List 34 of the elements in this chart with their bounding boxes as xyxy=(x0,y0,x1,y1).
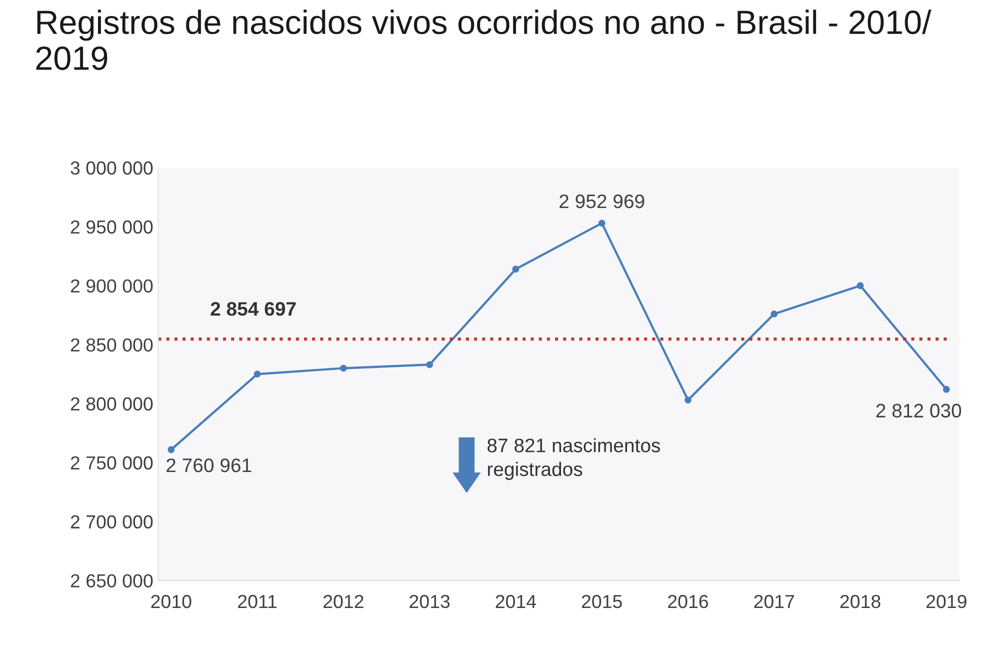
point xyxy=(684,396,692,404)
x-tick-label: 2017 xyxy=(754,594,794,608)
data-label: 2 812 030 xyxy=(876,404,962,418)
x-tick-label: 2010 xyxy=(151,594,192,608)
x-tick-label: 2016 xyxy=(668,594,708,608)
x-tick-label: 2018 xyxy=(840,594,880,608)
point xyxy=(512,266,520,273)
y-tick-label: 2 700 000 xyxy=(70,515,153,529)
x-tick-label: 2014 xyxy=(496,594,536,608)
point xyxy=(168,446,175,454)
point xyxy=(770,310,778,318)
point xyxy=(340,364,347,372)
x-tick-label: 2019 xyxy=(926,594,966,608)
data-label: 2 760 961 xyxy=(166,458,252,472)
x-tick-label: 2013 xyxy=(410,594,450,608)
point xyxy=(426,361,434,368)
y-tick-label: 2 850 000 xyxy=(70,338,153,352)
point xyxy=(856,282,864,290)
x-tick-label: 2011 xyxy=(238,594,277,608)
point xyxy=(942,386,950,393)
ref-line-label: 2 854 697 xyxy=(210,302,296,316)
y-tick-label: 2 950 000 xyxy=(70,220,153,234)
chart-title: Registros de nascidos vivos ocorridos no ano - Brasil - 2010/ 2019 xyxy=(36,10,932,70)
x-tick-label: 2012 xyxy=(324,594,364,608)
point xyxy=(254,370,261,378)
y-tick-label: 2 900 000 xyxy=(70,279,153,293)
x-tick-label: 2015 xyxy=(582,594,622,608)
y-tick-label: 2 650 000 xyxy=(70,574,153,588)
y-tick-label: 3 000 000 xyxy=(70,161,153,175)
data-label: 2 952 969 xyxy=(560,194,644,208)
point xyxy=(598,220,606,227)
y-tick-label: 2 800 000 xyxy=(70,397,153,411)
annotation: 87 821 nascimentos registrados xyxy=(488,438,660,480)
y-tick-label: 2 750 000 xyxy=(70,456,153,470)
